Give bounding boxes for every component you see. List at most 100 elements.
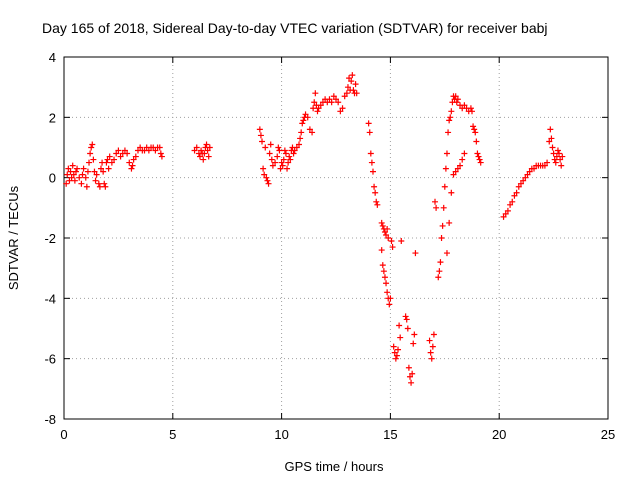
axis-ticks: 0 5 10 15 20 25 -8 -6 -4 -2 0 2 4 [44,50,615,442]
data-point [87,150,94,157]
data-point [384,289,391,296]
data-point [552,159,559,166]
data-point [548,135,555,142]
data-point [317,102,324,109]
data-point [279,162,286,169]
data-point [373,198,380,205]
data-point [550,150,557,157]
x-tick-label: 0 [60,427,67,442]
data-point [82,174,89,181]
data-point [432,198,439,205]
data-point [502,210,509,217]
data-point [268,156,275,163]
data-point [296,141,303,148]
data-point [277,165,284,172]
data-point [330,93,337,100]
data-point [412,250,419,257]
data-point [310,105,317,112]
data-point [276,147,283,154]
data-point [398,238,405,245]
data-point [65,165,72,172]
data-point [473,138,480,145]
data-point [95,180,102,187]
x-tick-label: 5 [169,427,176,442]
data-point [374,201,381,208]
data-point [470,123,477,130]
data-point [96,183,103,190]
data-point [391,349,398,356]
data-point [89,141,96,148]
data-point [435,274,442,281]
data-point [372,189,379,196]
y-tick-label: 4 [49,50,56,65]
data-point [427,349,434,356]
data-point [132,153,139,160]
data-point [524,171,531,178]
data-point [267,141,274,148]
data-point [438,235,445,241]
data-point [549,144,556,151]
data-point [90,156,97,163]
data-point [388,238,395,245]
data-point [395,346,402,353]
data-point [437,259,444,266]
data-point [68,174,75,181]
data-point [507,201,514,208]
data-point [475,153,482,160]
data-point [100,168,107,175]
data-point [339,105,346,112]
data-point [517,180,524,187]
data-point [280,156,287,163]
data-point [204,147,211,154]
data-point [446,117,453,124]
data-point [291,147,298,154]
data-point [384,225,391,232]
data-point [380,268,387,275]
data-point [379,262,386,269]
data-point [448,108,455,115]
data-point [63,180,70,187]
data-point [326,96,333,103]
data-point [205,153,212,160]
data-point [346,75,353,82]
data-point [337,108,344,115]
data-point [439,222,446,229]
data-point [515,183,522,190]
data-point [314,108,321,115]
data-point [410,340,417,347]
data-point [72,168,79,175]
data-point [282,150,289,157]
data-point [191,147,198,154]
y-tick-label: -2 [44,231,56,246]
data-point [557,156,564,163]
data-point [404,325,411,332]
data-point [454,165,461,172]
data-point [264,177,271,184]
data-point [443,150,450,157]
data-point [286,153,293,160]
data-point [526,168,533,175]
data-point [452,93,459,100]
data-point [554,147,561,154]
data-point [531,165,538,172]
data-point [476,156,483,163]
data-point [328,99,335,106]
data-point [405,364,412,371]
data-point [158,153,165,160]
data-point [472,129,479,136]
data-point [441,183,448,190]
data-point [67,168,74,175]
data-point [315,105,322,112]
data-point [106,153,113,160]
data-point [266,150,273,157]
data-point [80,165,87,172]
data-point [64,171,71,178]
data-point [541,162,548,169]
data-point [559,153,566,160]
data-point [442,165,449,172]
x-tick-label: 20 [492,427,506,442]
data-point [272,159,279,166]
data-point [544,159,551,166]
data-point [70,171,77,178]
